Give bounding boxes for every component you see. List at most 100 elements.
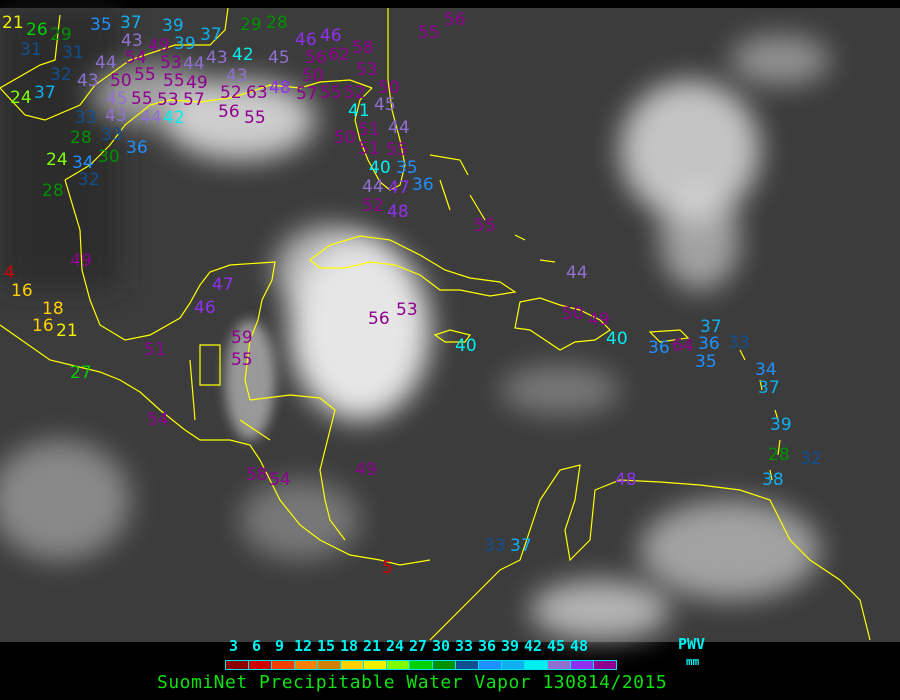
station-pwv-value: 49 (186, 73, 208, 93)
station-pwv-value: 48 (615, 470, 637, 490)
station-pwv-value: 32 (800, 449, 822, 469)
station-pwv-value: 33 (484, 536, 506, 556)
legend-swatch (502, 661, 525, 669)
station-pwv-value: 55 (231, 350, 253, 370)
legend-tick-label: 21 (363, 637, 382, 655)
station-pwv-value: 43 (105, 106, 127, 126)
station-pwv-value: 47 (388, 178, 410, 198)
station-pwv-value: 44 (140, 108, 162, 128)
station-pwv-value: 53 (396, 300, 418, 320)
station-pwv-value: 42 (163, 108, 185, 128)
station-pwv-value: 53 (157, 90, 179, 110)
station-pwv-value: 55 (386, 140, 408, 160)
station-pwv-value: 53 (160, 53, 182, 73)
station-pwv-value: 46 (320, 26, 342, 46)
station-pwv-value: 52 (362, 196, 384, 216)
map-title: SuomiNet Precipitable Water Vapor 130814… (157, 672, 668, 693)
station-pwv-value: 36 (126, 138, 148, 158)
station-pwv-value: 56 (444, 10, 466, 30)
legend-tick-label: 18 (340, 637, 359, 655)
station-pwv-value: 50 (302, 66, 324, 86)
station-pwv-value: 37 (34, 83, 56, 103)
station-pwv-value: 64 (672, 336, 694, 356)
legend-tick-label: 3 (229, 637, 239, 655)
station-pwv-value: 18 (42, 299, 64, 319)
station-pwv-value: 37 (510, 536, 532, 556)
station-pwv-value: 34 (755, 360, 777, 380)
legend-swatch (341, 661, 364, 669)
unit-label: PWV (678, 635, 706, 653)
legend-tick-label: 39 (501, 637, 520, 655)
legend-tick-label: 45 (547, 637, 566, 655)
station-pwv-value: 43 (77, 71, 99, 91)
station-pwv-value: 59 (231, 328, 253, 348)
station-pwv-value: 40 (606, 329, 628, 349)
station-pwv-value: 21 (56, 321, 78, 341)
station-pwv-value: 28 (42, 181, 64, 201)
station-pwv-value: 35 (90, 15, 112, 35)
station-pwv-value: 29 (50, 25, 72, 45)
station-pwv-value: 41 (348, 101, 370, 121)
station-pwv-value: 37 (700, 317, 722, 337)
station-pwv-value: 16 (11, 281, 33, 301)
legend-tick-label: 48 (570, 637, 589, 655)
station-pwv-value: 39 (770, 415, 792, 435)
station-pwv-value: 44 (362, 177, 384, 197)
station-pwv-value: 53 (356, 60, 378, 80)
station-pwv-value: 28 (70, 128, 92, 148)
station-pwv-value: 51 (144, 340, 166, 360)
station-pwv-value: 55 (134, 65, 156, 85)
station-pwv-value: 54 (125, 48, 147, 68)
station-pwv-value: 27 (70, 363, 92, 383)
station-pwv-value: 30 (98, 147, 120, 167)
legend-swatch (433, 661, 456, 669)
station-pwv-value: 49 (588, 310, 610, 330)
station-pwv-value: 35 (695, 352, 717, 372)
station-pwv-value: 28 (768, 445, 790, 465)
legend-tick-label: 42 (524, 637, 543, 655)
legend-tick-label: 27 (409, 637, 428, 655)
legend-tick-label: 24 (386, 637, 405, 655)
legend-swatch (456, 661, 479, 669)
station-pwv-value: 52 (220, 83, 242, 103)
station-pwv-value: 21 (2, 13, 24, 33)
legend-tick-label: 6 (252, 637, 262, 655)
station-pwv-value: 28 (266, 13, 288, 33)
station-pwv-value: 48 (269, 78, 291, 98)
station-pwv-value: 36 (412, 175, 434, 195)
legend-swatch (318, 661, 341, 669)
legend-tick-label: 30 (432, 637, 451, 655)
station-pwv-value: 50 (110, 71, 132, 91)
station-pwv-value: 16 (32, 316, 54, 336)
station-pwv-value: 57 (183, 90, 205, 110)
station-pwv-value: 47 (212, 275, 234, 295)
station-pwv-value: 26 (26, 20, 48, 40)
legend-swatch (226, 661, 249, 669)
station-pwv-value: 36 (648, 338, 670, 358)
legend-swatch (525, 661, 548, 669)
station-pwv-value: 31 (20, 40, 42, 60)
station-pwv-value: 35 (396, 158, 418, 178)
station-pwv-value: 37 (120, 13, 142, 33)
station-pwv-value: 55 (131, 89, 153, 109)
legend-swatch (249, 661, 272, 669)
coastlines-and-borders (0, 7, 871, 641)
station-pwv-value: 43 (206, 48, 228, 68)
cloud-cover (0, 35, 830, 640)
station-pwv-value: 34 (72, 153, 94, 173)
station-pwv-value: 49 (70, 251, 92, 271)
station-pwv-value: 50 (334, 128, 356, 148)
station-pwv-value: 44 (566, 263, 588, 283)
legend-tick-label: 36 (478, 637, 497, 655)
station-pwv-value: 36 (698, 334, 720, 354)
station-pwv-value: 56 (218, 102, 240, 122)
station-pwv-value: 50 (562, 304, 584, 324)
station-pwv-value: 52 (344, 83, 366, 103)
station-pwv-value: 39 (162, 16, 184, 36)
station-pwv-value: 45 (374, 95, 396, 115)
legend-swatch (410, 661, 433, 669)
station-pwv-value: 33 (101, 125, 123, 145)
station-pwv-value: 33 (728, 333, 750, 353)
